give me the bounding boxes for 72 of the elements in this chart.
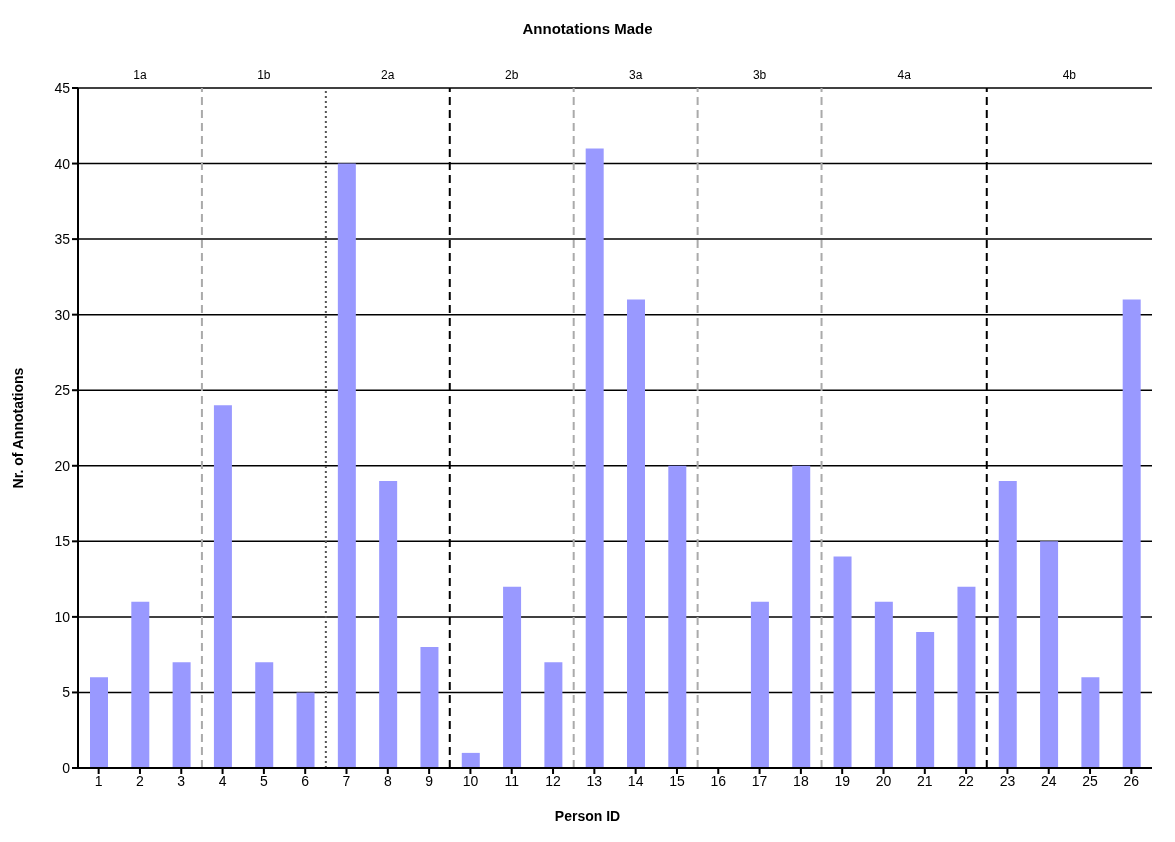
x-axis-title: Person ID <box>553 808 622 824</box>
bar <box>255 662 274 768</box>
bar <box>668 465 687 768</box>
bar <box>296 692 315 768</box>
y-axis-title: Nr. of Annotations <box>9 367 26 489</box>
x-tick-label: 19 <box>834 772 851 789</box>
y-tick-label: 30 <box>54 306 71 323</box>
text: 3a <box>627 68 644 82</box>
y-tick-label: 10 <box>54 608 71 625</box>
bar <box>792 465 811 768</box>
x-tick-label: 5 <box>259 772 268 789</box>
chart-title: Annotations Made <box>521 20 654 37</box>
x-tick-label: 9 <box>425 772 434 789</box>
bar <box>750 601 769 768</box>
bar <box>627 299 645 768</box>
x-tick-label: 4 <box>218 772 227 789</box>
x-tick-label: 17 <box>751 772 768 789</box>
bar <box>461 752 480 768</box>
y-tick-label: 45 <box>54 79 71 96</box>
y-tick-label: 25 <box>54 382 71 399</box>
x-tick-label: 14 <box>627 772 644 789</box>
bar <box>213 405 232 768</box>
bar <box>1040 541 1059 768</box>
bar <box>420 647 439 768</box>
x-tick-label: 10 <box>462 772 479 789</box>
text: 1b <box>256 68 272 82</box>
text: 1a <box>132 68 148 82</box>
x-tick-label: 6 <box>301 772 310 789</box>
x-tick-label: 15 <box>669 772 685 789</box>
bar <box>172 662 191 768</box>
x-tick-label: 3 <box>177 772 186 789</box>
y-tick-label: 15 <box>54 533 71 550</box>
x-tick-label: 22 <box>958 772 975 789</box>
x-tick-label: 11 <box>504 772 520 789</box>
x-tick-label: 13 <box>586 772 603 789</box>
y-tick-label: 5 <box>62 684 71 701</box>
bar <box>1122 299 1141 768</box>
bar <box>503 586 522 768</box>
x-tick-label: 8 <box>383 772 392 789</box>
x-tick-label: 20 <box>875 772 892 789</box>
y-tick-label: 35 <box>54 231 71 248</box>
bar <box>957 586 976 768</box>
x-tick-label: 23 <box>999 772 1016 789</box>
bar <box>916 632 935 768</box>
x-tick-label: 2 <box>136 772 145 789</box>
bar <box>998 480 1017 768</box>
text: 4a <box>896 68 912 82</box>
bar <box>833 556 852 768</box>
x-tick-label: 21 <box>917 772 933 789</box>
x-tick-label: 16 <box>710 772 727 789</box>
bar <box>544 662 563 768</box>
x-tick-label: 1 <box>94 772 103 789</box>
bar <box>337 163 356 768</box>
x-tick-label: 25 <box>1082 772 1099 789</box>
bar <box>1081 677 1100 768</box>
bar <box>131 601 150 768</box>
bar <box>90 677 108 768</box>
y-tick-label: 40 <box>54 155 71 172</box>
y-tick-label: 0 <box>62 759 71 776</box>
bar <box>379 480 398 768</box>
bar <box>585 148 604 768</box>
x-tick-label: 24 <box>1040 772 1057 789</box>
text: 2a <box>380 68 396 82</box>
text: 4b <box>1061 68 1078 82</box>
y-tick-label: 20 <box>54 457 71 474</box>
x-tick-label: 12 <box>545 772 562 789</box>
x-tick-label: 18 <box>793 772 809 789</box>
bar <box>874 601 893 768</box>
x-tick-label: 26 <box>1123 772 1140 789</box>
x-tick-label: 7 <box>342 772 351 789</box>
text: 3b <box>751 68 768 82</box>
text: 2b <box>504 68 520 82</box>
